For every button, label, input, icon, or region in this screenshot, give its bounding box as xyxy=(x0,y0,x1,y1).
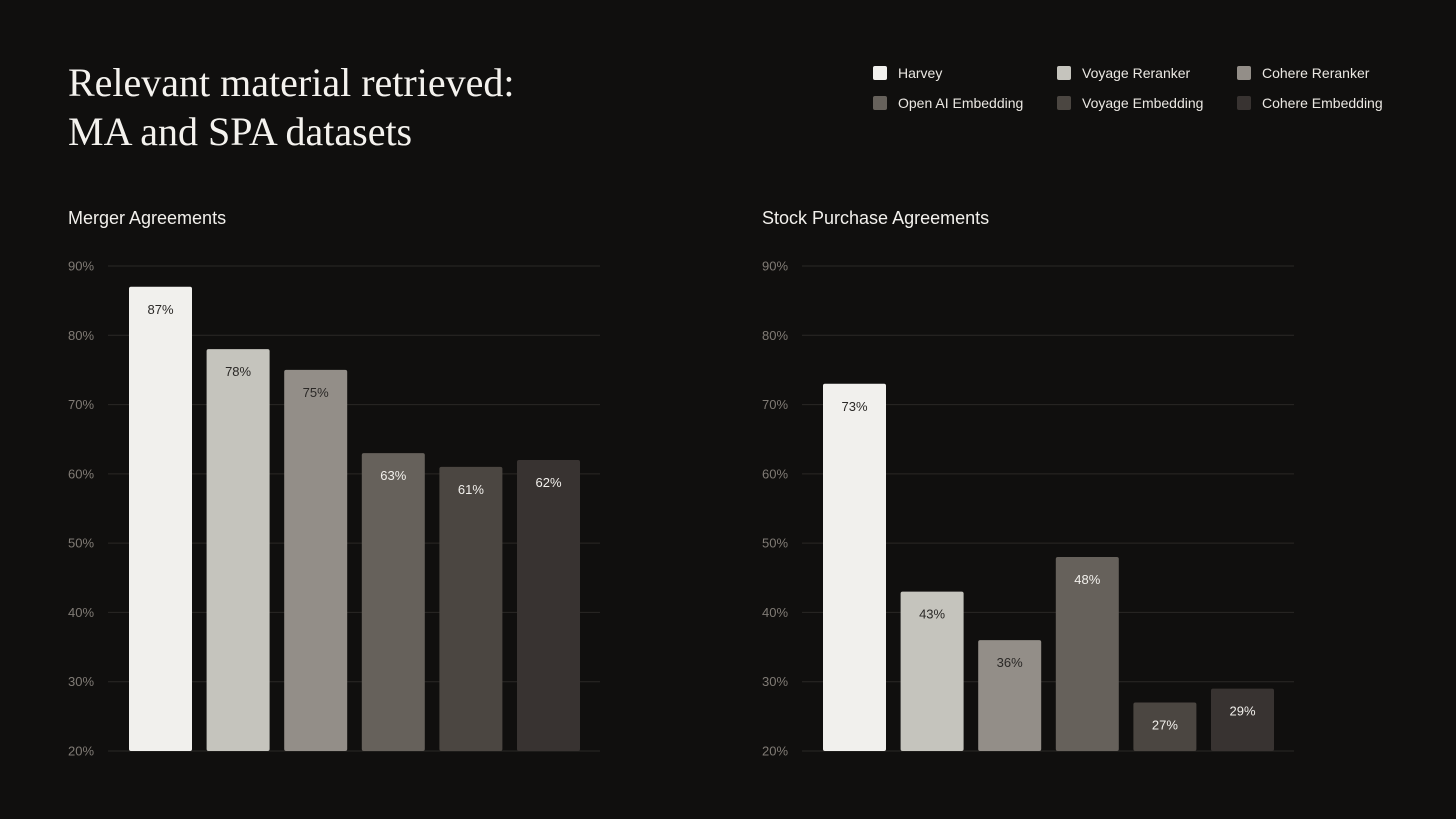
bar xyxy=(1055,557,1119,751)
legend-label: Harvey xyxy=(898,65,943,81)
bar xyxy=(206,349,270,751)
chart-legend: Harvey Voyage Reranker Cohere Reranker Open… xyxy=(873,65,1413,111)
bar xyxy=(978,640,1042,751)
y-tick-label: 60% xyxy=(68,466,94,481)
legend-item: Harvey xyxy=(873,65,1057,81)
page-title-line-1: Relevant material retrieved: xyxy=(68,60,515,105)
legend-swatch xyxy=(1237,96,1251,110)
bar xyxy=(1211,688,1274,751)
y-tick-label: 90% xyxy=(68,259,94,274)
y-tick-label: 30% xyxy=(762,674,788,689)
y-tick-label: 60% xyxy=(762,466,788,481)
y-tick-label: 20% xyxy=(762,744,788,759)
bar-value-label: 27% xyxy=(1152,718,1178,733)
legend-label: Cohere Reranker xyxy=(1262,65,1370,81)
y-tick-label: 80% xyxy=(68,328,94,343)
legend-swatch xyxy=(1057,66,1071,80)
legend-label: Voyage Reranker xyxy=(1082,65,1191,81)
y-tick-label: 50% xyxy=(762,536,788,551)
y-tick-label: 70% xyxy=(762,397,788,412)
bar xyxy=(129,286,192,751)
legend-label: Cohere Embedding xyxy=(1262,95,1383,111)
legend-item: Voyage Reranker xyxy=(1057,65,1237,81)
legend-item: Voyage Embedding xyxy=(1057,95,1237,111)
chart-title-stock-purchase-agreements: Stock Purchase Agreements xyxy=(762,208,990,228)
legend-label: Voyage Embedding xyxy=(1082,95,1204,111)
y-tick-label: 20% xyxy=(68,744,94,759)
bar-value-label: 62% xyxy=(535,475,561,490)
page-title-line-2: MA and SPA datasets xyxy=(68,109,413,154)
legend-swatch xyxy=(1237,66,1251,80)
bar-value-label: 61% xyxy=(458,482,484,497)
bar-value-label: 75% xyxy=(303,385,329,400)
page-title: Relevant material retrieved: MA and SPA … xyxy=(68,58,628,156)
stock-purchase-agreements-chart: 20% 30% 40% 50% 60% 70% 80% 90% 73% 43% 36% 48% 27% 2… xyxy=(762,259,1294,759)
bar-value-label: 87% xyxy=(147,302,173,317)
bar xyxy=(517,460,580,751)
legend-item: Open AI Embedding xyxy=(873,95,1057,111)
bar-value-label: 63% xyxy=(380,468,406,483)
y-tick-label: 80% xyxy=(762,328,788,343)
bar xyxy=(900,591,964,751)
bar-value-label: 73% xyxy=(841,399,867,414)
chart-title-merger-agreements: Merger Agreements xyxy=(68,208,227,228)
bar-value-label: 78% xyxy=(225,364,251,379)
y-tick-label: 30% xyxy=(68,674,94,689)
bar xyxy=(439,466,503,751)
y-tick-label: 40% xyxy=(68,605,94,620)
legend-swatch xyxy=(873,96,887,110)
bar-value-label: 36% xyxy=(997,655,1023,670)
bar-value-label: 43% xyxy=(919,607,945,622)
bar xyxy=(1133,702,1197,751)
bar-value-label: 48% xyxy=(1074,572,1100,587)
legend-swatch xyxy=(873,66,887,80)
y-tick-label: 90% xyxy=(762,259,788,274)
merger-agreements-chart: 20% 30% 40% 50% 60% 70% 80% 90% 87% 78% 75% 63% 61% 6… xyxy=(68,259,600,759)
y-tick-label: 40% xyxy=(762,605,788,620)
legend-item: Cohere Reranker xyxy=(1237,65,1413,81)
legend-item: Cohere Embedding xyxy=(1237,95,1413,111)
bar xyxy=(361,453,425,751)
y-tick-label: 50% xyxy=(68,536,94,551)
legend-swatch xyxy=(1057,96,1071,110)
bar xyxy=(823,383,886,751)
bar xyxy=(284,369,348,751)
bar-value-label: 29% xyxy=(1229,704,1255,719)
y-tick-label: 70% xyxy=(68,397,94,412)
legend-label: Open AI Embedding xyxy=(898,95,1024,111)
